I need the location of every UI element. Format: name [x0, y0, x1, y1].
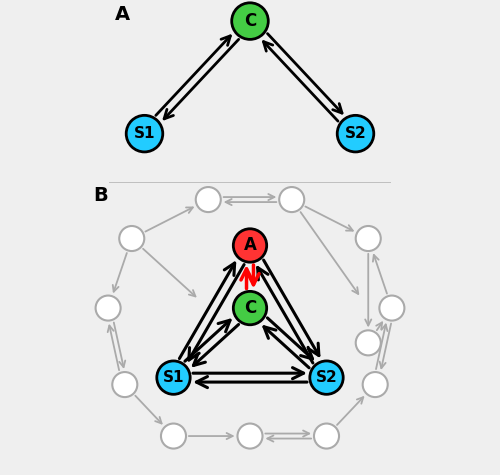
Circle shape: [362, 372, 388, 397]
Text: C: C: [244, 299, 256, 317]
Circle shape: [161, 424, 186, 448]
Circle shape: [234, 291, 266, 325]
Circle shape: [196, 187, 221, 212]
Circle shape: [279, 187, 304, 212]
Circle shape: [380, 295, 404, 321]
Circle shape: [314, 424, 339, 448]
Circle shape: [234, 229, 266, 262]
Circle shape: [356, 330, 381, 355]
Circle shape: [232, 3, 268, 39]
Circle shape: [119, 226, 144, 251]
Circle shape: [356, 226, 381, 251]
Circle shape: [126, 115, 163, 152]
Circle shape: [310, 361, 343, 394]
Circle shape: [112, 372, 138, 397]
Text: S2: S2: [344, 126, 366, 141]
Text: A: A: [115, 6, 130, 25]
Circle shape: [96, 295, 120, 321]
Text: C: C: [244, 12, 256, 30]
Text: S1: S1: [162, 370, 184, 385]
Text: B: B: [93, 186, 108, 205]
Circle shape: [238, 424, 262, 448]
Text: S2: S2: [316, 370, 338, 385]
Text: A: A: [244, 237, 256, 255]
Text: S1: S1: [134, 126, 155, 141]
Circle shape: [157, 361, 190, 394]
Circle shape: [337, 115, 374, 152]
